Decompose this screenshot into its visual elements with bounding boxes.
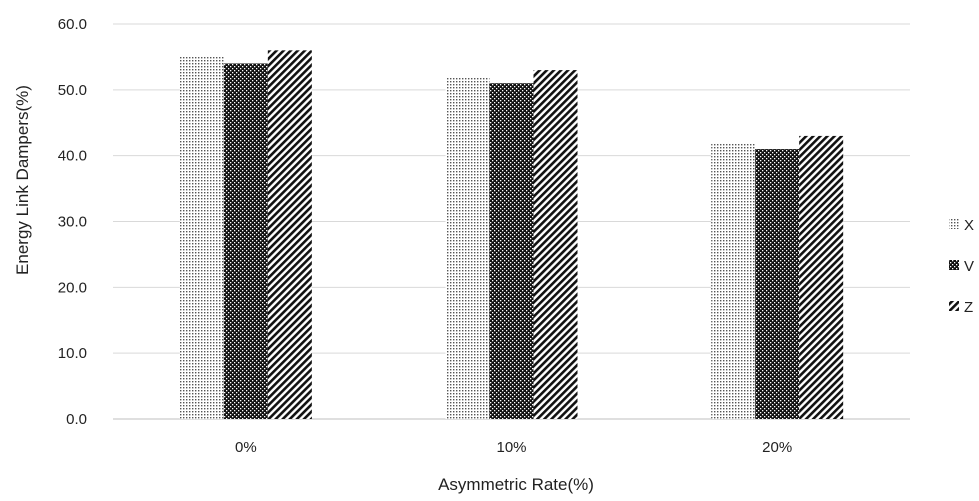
legend-swatch — [949, 260, 959, 270]
bar-v-1 — [223, 63, 268, 419]
y-tick-label: 50.0 — [58, 82, 87, 99]
y-tick-label: 10.0 — [58, 345, 87, 362]
y-tick-label: 60.0 — [58, 16, 87, 33]
legend: X V Z — [949, 217, 974, 316]
y-tick-labels: 0.0 10.0 20.0 30.0 40.0 50.0 60.0 — [58, 16, 87, 428]
bar-v-2 — [489, 83, 534, 419]
legend-label: V — [964, 258, 974, 275]
y-tick-label: 40.0 — [58, 148, 87, 165]
bar-z-3 — [799, 135, 844, 419]
bar-v-3 — [755, 149, 800, 420]
y-axis-title: Energy Link Dampers(%) — [13, 85, 32, 275]
legend-label: X — [964, 217, 974, 234]
bar-z-1 — [267, 50, 312, 419]
x-tick-labels: 0% 10% 20% — [235, 439, 792, 456]
bars — [179, 50, 844, 420]
x-tick-label: 10% — [496, 439, 526, 456]
legend-swatch — [949, 219, 959, 229]
bar-x-1 — [179, 56, 224, 420]
legend-label: Z — [964, 299, 973, 316]
x-tick-label: 20% — [762, 439, 792, 456]
y-tick-label: 30.0 — [58, 214, 87, 231]
y-tick-label: 0.0 — [66, 411, 87, 428]
bar-z-2 — [533, 70, 578, 419]
legend-swatch — [949, 301, 959, 311]
bar-x-3 — [711, 142, 756, 419]
x-tick-label: 0% — [235, 439, 257, 456]
bar-x-2 — [445, 76, 490, 420]
y-tick-label: 20.0 — [58, 279, 87, 296]
x-axis-title: Asymmetric Rate(%) — [438, 475, 594, 494]
